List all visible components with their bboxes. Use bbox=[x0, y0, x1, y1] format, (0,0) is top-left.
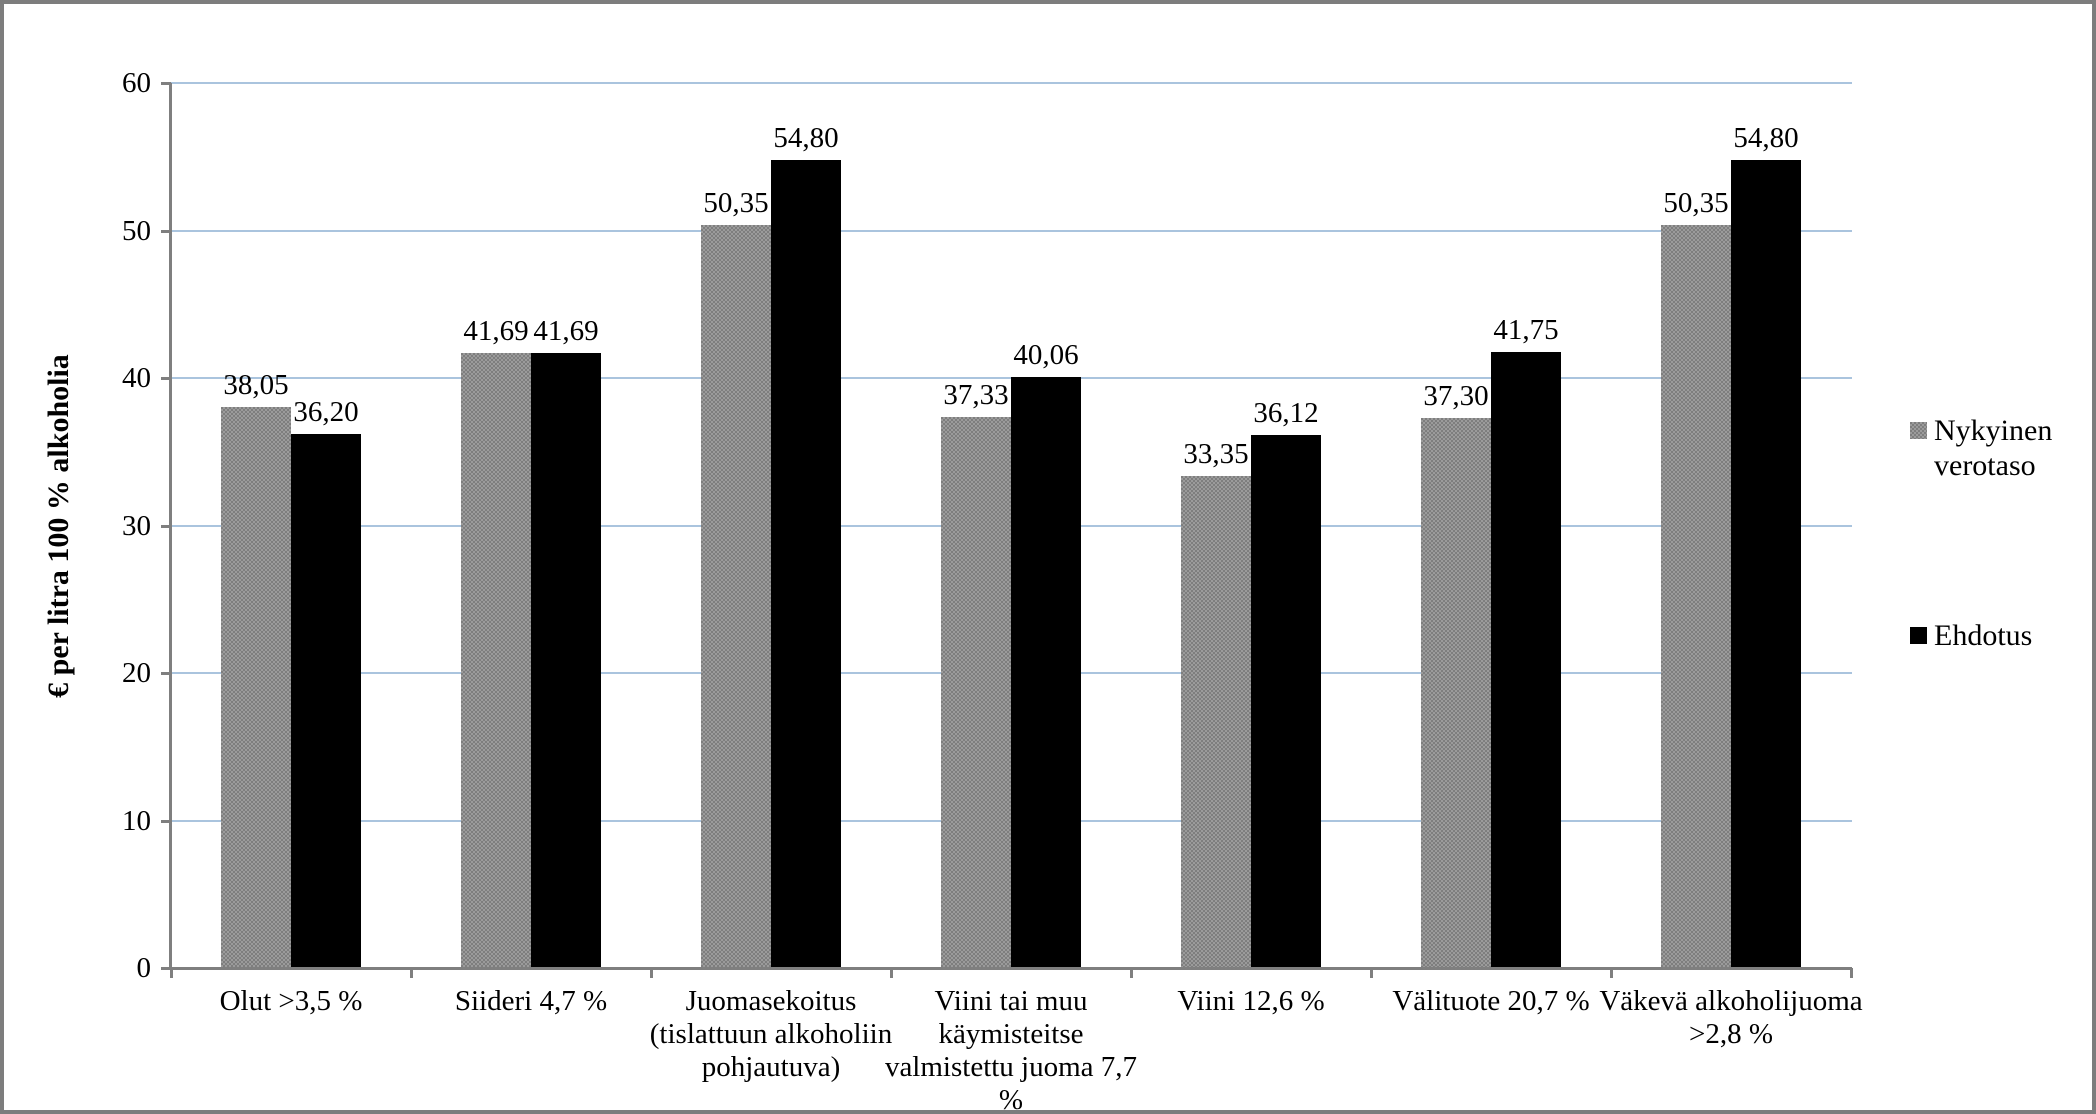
category-label: Välituote 20,7 % bbox=[1392, 985, 1590, 1017]
gridline bbox=[171, 229, 1852, 232]
x-tick bbox=[1130, 968, 1133, 978]
bar-ehdotus bbox=[1731, 159, 1801, 967]
y-tick-label: 10 bbox=[122, 804, 151, 837]
bar-nykyinen-verotaso bbox=[1421, 417, 1491, 967]
legend-item-ehdotus: Ehdotus bbox=[1910, 618, 2092, 653]
bar-ehdotus bbox=[531, 353, 601, 967]
bar-ehdotus bbox=[1011, 377, 1081, 967]
bar-nykyinen-verotaso bbox=[941, 417, 1011, 967]
bar-ehdotus bbox=[1251, 435, 1321, 967]
bar-value-label: 33,35 bbox=[1183, 438, 1249, 471]
x-tick bbox=[410, 968, 413, 978]
y-tick-label: 60 bbox=[122, 67, 151, 99]
bar-value-label: 38,05 bbox=[223, 368, 289, 401]
y-tick-label: 40 bbox=[122, 362, 151, 394]
y-tick bbox=[161, 524, 171, 528]
bar-value-label: 41,69 bbox=[533, 315, 599, 348]
y-tick-label: 30 bbox=[122, 509, 151, 542]
category-label: Juomasekoitus (tislattuun alkoholiin poh… bbox=[649, 985, 893, 1083]
bar-value-label: 41,75 bbox=[1493, 314, 1559, 347]
legend-item-nykyinen-verotaso: Nykyinen verotaso bbox=[1910, 413, 2092, 483]
x-axis-line bbox=[169, 967, 1852, 970]
bar-nykyinen-verotaso bbox=[701, 225, 771, 967]
y-tick bbox=[161, 82, 171, 85]
y-tick bbox=[161, 819, 171, 823]
x-tick bbox=[1850, 968, 1853, 978]
category-label: Olut >3,5 % bbox=[219, 985, 363, 1017]
bar-value-label: 41,69 bbox=[463, 315, 529, 348]
bar-value-label: 50,35 bbox=[703, 187, 769, 220]
y-tick-label: 20 bbox=[122, 657, 151, 689]
category-label: Viini tai muu käymisteitse valmistettu j… bbox=[884, 985, 1138, 1114]
y-tick-label: 0 bbox=[136, 952, 152, 984]
bar-value-label: 50,35 bbox=[1663, 187, 1729, 220]
category-label: Väkevä alkoholijuoma >2,8 % bbox=[1599, 985, 1863, 1050]
y-tick bbox=[161, 229, 171, 233]
bar-value-label: 37,30 bbox=[1423, 379, 1489, 412]
x-tick bbox=[170, 968, 173, 978]
bar-value-label: 40,06 bbox=[1013, 339, 1079, 372]
bar-ehdotus bbox=[771, 159, 841, 967]
bar-value-label: 54,80 bbox=[773, 121, 839, 154]
legend-swatch-ehdotus-icon bbox=[1910, 627, 1927, 644]
legend-label: Nykyinen verotaso bbox=[1934, 414, 2053, 482]
x-tick bbox=[890, 968, 893, 978]
y-axis-line bbox=[169, 83, 172, 970]
legend-label: Ehdotus bbox=[1934, 619, 2033, 652]
bar-value-label: 36,20 bbox=[293, 396, 359, 429]
bar-nykyinen-verotaso bbox=[1661, 225, 1731, 967]
x-tick bbox=[1370, 968, 1373, 978]
legend: Nykyinen verotaso Ehdotus bbox=[1910, 4, 2092, 1110]
y-axis-title: € per litra 100 % alkoholia bbox=[42, 354, 75, 698]
x-tick bbox=[650, 968, 653, 978]
bar-value-label: 54,80 bbox=[1733, 121, 1799, 154]
y-tick-label: 50 bbox=[122, 214, 151, 247]
y-tick bbox=[161, 377, 171, 380]
category-label: Viini 12,6 % bbox=[1177, 985, 1325, 1017]
gridline bbox=[171, 82, 1852, 84]
category-label: Siideri 4,7 % bbox=[454, 985, 608, 1017]
bar-ehdotus bbox=[1491, 352, 1561, 967]
bar-value-label: 36,12 bbox=[1253, 397, 1319, 430]
bar-nykyinen-verotaso bbox=[461, 353, 531, 967]
bar-nykyinen-verotaso bbox=[1181, 476, 1251, 967]
x-tick bbox=[1610, 968, 1613, 978]
bar-nykyinen-verotaso bbox=[221, 406, 291, 967]
legend-swatch-nykyinen-verotaso-icon bbox=[1910, 422, 1927, 439]
y-tick bbox=[161, 672, 171, 675]
bar-ehdotus bbox=[291, 434, 361, 967]
bar-value-label: 37,33 bbox=[943, 379, 1009, 412]
y-tick bbox=[161, 967, 171, 970]
